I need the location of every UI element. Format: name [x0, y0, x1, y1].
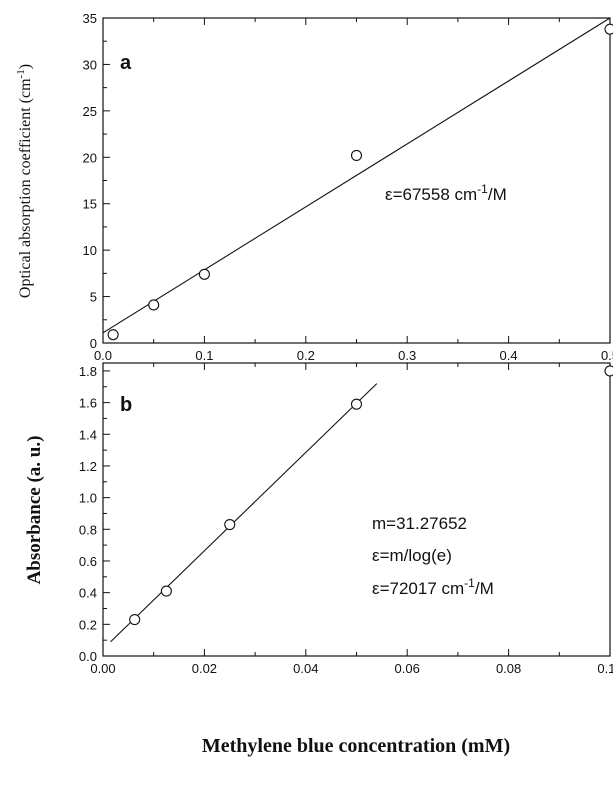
data-point-b [224, 518, 236, 531]
x-tick-label-b: 0.00 [90, 661, 115, 676]
x-tick-label-a: 0.3 [398, 348, 416, 363]
x-tick-label-b: 0.06 [395, 661, 420, 676]
y-tick-label-b: 1.2 [79, 459, 97, 474]
fit-line-b [110, 383, 378, 643]
y-tick-label-a: 35 [83, 11, 97, 26]
data-point-a [198, 268, 210, 280]
data-point-b [129, 614, 141, 626]
y-axis-label-a: Optical absorption coefficient (cm-1) [15, 64, 34, 298]
data-point-b [604, 365, 613, 377]
data-point-a [604, 23, 613, 35]
data-point-b [350, 398, 363, 410]
y-tick-label-a: 5 [90, 290, 97, 305]
y-tick-label-a: 15 [83, 197, 97, 212]
x-tick-label-b: 0.04 [293, 661, 318, 676]
panel-label-a: a [120, 52, 132, 74]
y-tick-label-a: 0 [90, 336, 97, 351]
x-tick-label-a: 0.0 [94, 348, 112, 363]
x-tick-label-a: 0.5 [601, 348, 613, 363]
fit-line-a [102, 17, 611, 334]
y-tick-label-a: 10 [83, 243, 97, 258]
axes-a: 0.0 0.1 0.2 0.3 0.4 0.5 0 5 10 15 20 25 30 35 [83, 11, 613, 363]
y-tick-label-a: 20 [83, 150, 97, 165]
points-b [129, 365, 613, 626]
y-axis-label-b: Absorbance (a. u.) [24, 436, 45, 585]
annotation-b-line-1: m=31.27652 [372, 514, 467, 533]
annotation-b-line-3: ε=72017 cm-1/M [372, 576, 494, 598]
y-tick-label-b: 1.6 [79, 396, 97, 411]
y-tick-label-a: 30 [83, 57, 97, 72]
x-axis-label-b: Methylene blue concentration (mM) [202, 735, 510, 757]
annotation-b-line-2: ε=m/log(e) [372, 546, 452, 565]
panel-label-b: b [120, 394, 132, 416]
x-tick-label-b: 0.10 [597, 661, 613, 676]
panel-b: 0.00 0.02 0.04 0.06 0.08 0.10 0.0 0.2 0.4 0.6 0.8 1… [24, 362, 613, 757]
x-tick-label-b: 0.02 [192, 661, 217, 676]
x-tick-label-a: 0.2 [297, 348, 315, 363]
y-tick-label-b: 1.8 [79, 364, 97, 379]
x-tick-label-b: 0.08 [496, 661, 521, 676]
y-tick-label-b: 0.2 [79, 617, 97, 632]
annotation-a: ε=67558 cm-1/M [385, 182, 507, 204]
y-tick-label-a: 25 [83, 104, 97, 119]
y-tick-label-b: 0.4 [79, 586, 97, 601]
y-axis-label-a-sup: -1 [15, 69, 27, 78]
axes-b: 0.00 0.02 0.04 0.06 0.08 0.10 0.0 0.2 0.4 0.6 0.8 1… [79, 363, 613, 676]
x-tick-label-a: 0.1 [195, 348, 213, 363]
points-a [107, 23, 613, 341]
data-point-b [160, 585, 172, 597]
y-tick-label-b: 0.8 [79, 522, 97, 537]
data-point-a [350, 149, 363, 161]
data-point-a [107, 329, 119, 341]
y-tick-label-b: 1.4 [79, 427, 97, 442]
y-tick-label-b: 0.0 [79, 649, 97, 664]
panel-a: 0.0 0.1 0.2 0.3 0.4 0.5 0 5 10 15 20 25 30 35 a Optic… [15, 11, 613, 363]
y-tick-label-b: 1.0 [79, 491, 97, 506]
y-tick-label-b: 0.6 [79, 554, 97, 569]
x-tick-label-a: 0.4 [500, 348, 518, 363]
data-point-a [148, 299, 160, 311]
plot-frame-a [102, 17, 611, 344]
